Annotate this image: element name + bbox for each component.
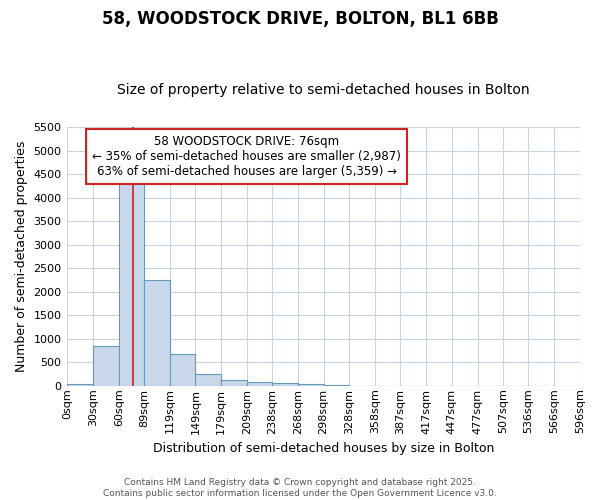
Bar <box>221 380 247 386</box>
Y-axis label: Number of semi-detached properties: Number of semi-detached properties <box>15 141 28 372</box>
X-axis label: Distribution of semi-detached houses by size in Bolton: Distribution of semi-detached houses by … <box>153 442 494 455</box>
Bar <box>144 280 170 386</box>
Bar <box>67 384 93 386</box>
Bar <box>170 354 196 386</box>
Text: 58, WOODSTOCK DRIVE, BOLTON, BL1 6BB: 58, WOODSTOCK DRIVE, BOLTON, BL1 6BB <box>101 10 499 28</box>
Bar <box>93 346 119 386</box>
Bar <box>196 374 221 386</box>
Bar <box>247 382 272 386</box>
Bar <box>298 384 323 386</box>
Text: 58 WOODSTOCK DRIVE: 76sqm
← 35% of semi-detached houses are smaller (2,987)
63% : 58 WOODSTOCK DRIVE: 76sqm ← 35% of semi-… <box>92 135 401 178</box>
Bar <box>323 384 349 386</box>
Bar <box>272 383 298 386</box>
Bar <box>119 182 144 386</box>
Text: Contains HM Land Registry data © Crown copyright and database right 2025.
Contai: Contains HM Land Registry data © Crown c… <box>103 478 497 498</box>
Title: Size of property relative to semi-detached houses in Bolton: Size of property relative to semi-detach… <box>118 83 530 97</box>
